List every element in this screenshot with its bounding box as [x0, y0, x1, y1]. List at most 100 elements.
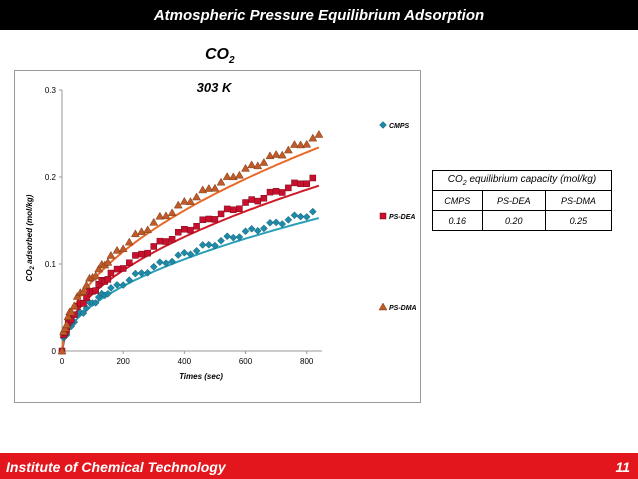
y-tick-label: 0.3 — [45, 86, 57, 95]
data-point-ps-dma — [234, 170, 244, 179]
data-point-ps-dma — [69, 301, 79, 310]
data-point-ps-dma — [296, 140, 306, 149]
data-point-cmps — [247, 224, 256, 233]
data-point-ps-dea — [144, 249, 151, 257]
x-tick-label: 200 — [116, 357, 130, 366]
capacity-table-value-row: 0.16 0.20 0.25 — [432, 210, 613, 231]
data-point-ps-dea — [254, 197, 262, 205]
y-tick-label: 0.2 — [45, 173, 57, 182]
data-point-cmps — [211, 241, 219, 250]
table-value-cmps: 0.16 — [432, 210, 483, 231]
data-point-ps-dea — [236, 205, 243, 213]
data-point-ps-dma — [63, 312, 73, 320]
data-point-ps-dma — [94, 264, 104, 273]
chart-axes: 0 200 400 600 800 0 0.1 0.2 0.3 — [45, 86, 322, 366]
data-point-ps-dma — [161, 211, 171, 220]
data-point-cmps — [266, 218, 274, 227]
x-axis-label: Times (sec) — [179, 372, 223, 381]
data-point-ps-dea — [107, 269, 115, 277]
data-point-ps-dma — [259, 157, 269, 166]
data-point-ps-dma — [283, 145, 293, 154]
capacity-title-sub: 2 — [462, 180, 467, 187]
title-bar — [0, 0, 638, 30]
slide-title: Atmospheric Pressure Equilibrium Adsorpt… — [153, 7, 485, 24]
data-point-ps-dea — [278, 189, 286, 196]
data-point-ps-dma — [143, 225, 153, 234]
x-tick-label: 0 — [60, 357, 65, 366]
data-point-ps-dma — [247, 160, 257, 169]
data-point-ps-dma — [222, 172, 232, 180]
data-point-ps-dea — [126, 259, 133, 266]
data-point-ps-dma — [192, 192, 202, 201]
data-point-ps-dma — [228, 172, 238, 181]
data-point-cmps — [235, 233, 244, 241]
data-point-ps-dea — [113, 265, 121, 273]
footer-bar — [0, 453, 638, 479]
data-point-cmps — [143, 268, 152, 277]
data-point-ps-dea — [272, 188, 280, 195]
data-point-ps-dma — [186, 197, 195, 205]
capacity-table-title: CO2 equilibrium capacity (mol/kg) — [432, 170, 612, 191]
data-point-ps-dea — [162, 238, 170, 245]
data-point-cmps — [156, 258, 164, 267]
data-point-cmps — [107, 284, 115, 292]
capacity-title-rest: equilibrium capacity (mol/kg) — [466, 174, 597, 185]
data-point-cmps — [217, 236, 225, 245]
chart-frame — [14, 70, 421, 403]
data-point-ps-dma — [302, 139, 312, 148]
data-point-ps-dma — [314, 129, 324, 138]
y-axis-label-sub: 2 — [30, 265, 36, 270]
data-point-cmps — [204, 240, 213, 249]
data-point-cmps — [168, 257, 176, 266]
legend-marker-ps-dea — [379, 212, 387, 220]
data-point-ps-dma — [103, 257, 113, 266]
data-point-cmps — [198, 241, 207, 249]
data-point-cmps — [149, 262, 158, 271]
data-point-ps-dma — [277, 150, 287, 159]
legend-label-ps-dea: PS-DEA — [389, 214, 415, 221]
table-header-ps-dma: PS-DMA — [544, 190, 613, 211]
data-point-ps-dma — [290, 140, 299, 148]
data-point-ps-dma — [57, 346, 67, 355]
data-point-ps-dea — [303, 180, 310, 187]
data-point-cmps — [302, 213, 311, 221]
capacity-table-header-row: CMPS PS-DEA PS-DMA — [432, 190, 613, 211]
data-point-ps-dea — [187, 226, 194, 234]
gas-subscript: 2 — [229, 55, 235, 67]
data-point-cmps — [284, 216, 293, 224]
data-point-ps-dma — [118, 244, 128, 253]
legend-label-ps-dma: PS-DMA — [389, 305, 417, 312]
data-point-ps-dma — [271, 149, 281, 158]
data-point-ps-dma — [265, 151, 275, 160]
data-point-ps-dea — [205, 215, 213, 223]
data-point-ps-dma — [137, 227, 146, 235]
capacity-title-main: CO — [447, 174, 463, 185]
data-point-ps-dea — [193, 222, 200, 230]
data-point-cmps — [253, 226, 262, 235]
data-point-ps-dea — [92, 287, 99, 294]
data-point-cmps — [137, 269, 146, 277]
data-point-cmps — [229, 233, 238, 242]
data-point-ps-dma — [179, 196, 189, 205]
data-point-ps-dea — [223, 205, 231, 213]
data-point-ps-dea — [199, 216, 206, 224]
table-header-cmps: CMPS — [432, 190, 483, 211]
data-point-ps-dma — [78, 287, 88, 295]
data-point-ps-dma — [149, 217, 159, 226]
table-value-ps-dma: 0.25 — [544, 210, 613, 231]
data-point-ps-dea — [285, 184, 292, 192]
data-point-cmps — [104, 289, 112, 298]
data-point-ps-dea — [174, 228, 182, 236]
x-tick-label: 600 — [239, 357, 253, 366]
data-point-ps-dea — [80, 300, 87, 307]
data-point-ps-dea — [150, 243, 158, 250]
table-header-ps-dea: PS-DEA — [481, 190, 546, 211]
data-point-ps-dea — [230, 206, 237, 214]
data-point-cmps — [272, 218, 280, 227]
data-point-ps-dea — [138, 250, 145, 258]
capacity-table-title-row: CO2 equilibrium capacity (mol/kg) — [432, 170, 612, 191]
data-point-cmps — [91, 299, 100, 307]
data-point-cmps — [241, 227, 250, 236]
y-axis-label-rest: adsorbed (mol/kg) — [25, 194, 34, 266]
data-marks — [57, 129, 324, 355]
